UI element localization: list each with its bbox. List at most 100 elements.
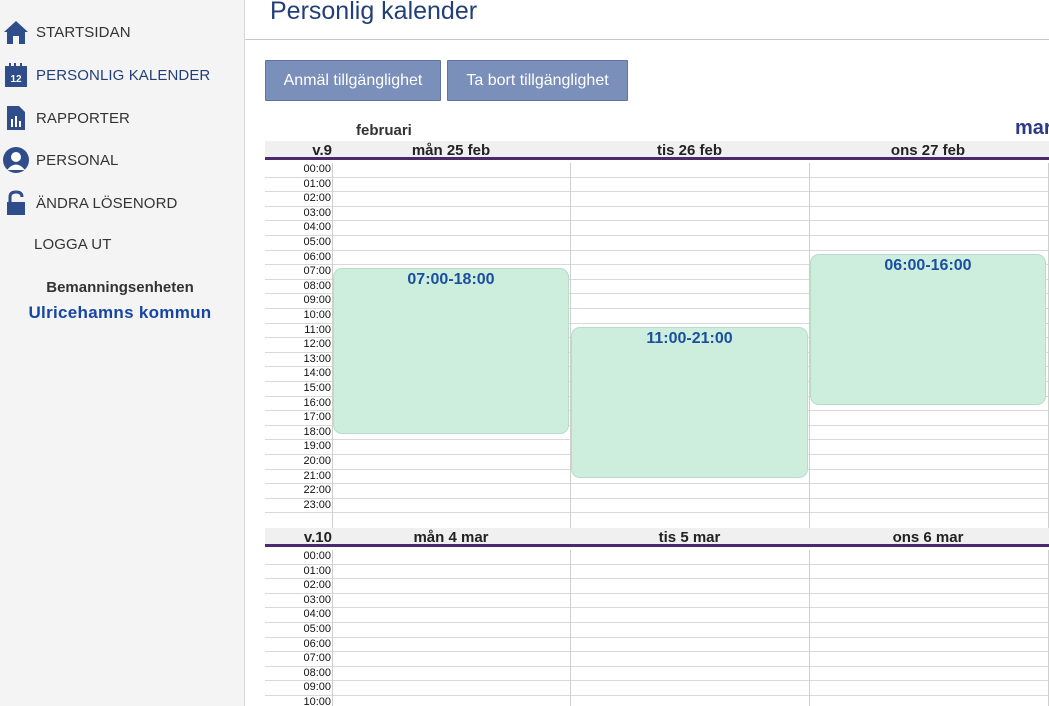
- hour-label: 02:00: [303, 192, 331, 205]
- day-column-line: [332, 550, 333, 706]
- availability-event[interactable]: 06:00-16:00: [810, 253, 1046, 405]
- hour-line: [265, 249, 1049, 251]
- hour-line: [265, 578, 1049, 580]
- person-icon: [2, 146, 30, 174]
- sidebar-item-label: RAPPORTER: [36, 109, 130, 127]
- day-header: tis 26 feb: [656, 142, 723, 159]
- org-name: Ulricehamns kommun: [28, 303, 212, 322]
- hour-label: 07:00: [303, 265, 331, 278]
- calendar-icon: 12: [2, 61, 30, 89]
- hour-line: [265, 607, 1049, 609]
- day-column-line: [809, 550, 810, 706]
- sidebar: STARTSIDAN 12 PERSONLIG KALENDER RAPPORT…: [0, 0, 245, 706]
- sidebar-item-label: PERSONAL: [36, 151, 119, 169]
- hour-line: [265, 322, 1049, 324]
- sidebar-item-label: PERSONLIG KALENDER: [36, 66, 211, 84]
- hour-label: 23:00: [303, 498, 331, 511]
- week-header: v.10 mån 4 mar tis 5 mar ons 6 mar: [265, 528, 1049, 547]
- hour-label: 13:00: [303, 352, 331, 365]
- hour-line: [265, 205, 1049, 207]
- sidebar-item-personal[interactable]: PERSONAL: [0, 145, 119, 175]
- lock-icon: [2, 189, 30, 217]
- hour-line: [265, 497, 1049, 499]
- hour-label: 03:00: [303, 593, 331, 606]
- week-header: v.9 mån 25 feb tis 26 feb ons 27 feb: [265, 141, 1049, 160]
- hour-line: [265, 191, 1049, 193]
- week-number: v.10: [303, 529, 332, 546]
- hour-label: 03:00: [303, 206, 331, 219]
- hour-label: 14:00: [303, 367, 331, 380]
- hour-line: [265, 278, 1049, 280]
- hour-line: [265, 563, 1049, 565]
- hour-label: 22:00: [303, 484, 331, 497]
- day-column-line: [570, 550, 571, 706]
- hour-label: 11:00: [304, 323, 331, 336]
- hour-label: 01:00: [303, 177, 331, 190]
- remove-availability-button[interactable]: Ta bort tillgänglighet: [447, 60, 628, 101]
- hour-line: [265, 220, 1049, 222]
- hour-label: 00:00: [303, 550, 331, 562]
- day-header: mån 4 mar: [413, 529, 489, 546]
- week-row: v.10 mån 4 mar tis 5 mar ons 6 mar 00:00 01:0…: [265, 528, 1049, 706]
- hour-line: [265, 680, 1049, 682]
- page-title: Personlig kalender: [270, 0, 478, 25]
- hour-line: [265, 483, 1049, 485]
- hour-label: 15:00: [303, 382, 331, 394]
- sidebar-item-personlig-kalender[interactable]: 12 PERSONLIG KALENDER: [0, 60, 210, 90]
- hour-line: [265, 293, 1049, 295]
- hour-label: 04:00: [303, 608, 331, 621]
- hour-line: [265, 651, 1049, 653]
- hour-label: 21:00: [303, 469, 331, 482]
- day-column-line: [570, 163, 571, 528]
- sidebar-item-rapporter[interactable]: RAPPORTER: [0, 103, 130, 133]
- home-icon: [2, 18, 30, 46]
- hour-label: 08:00: [303, 279, 331, 292]
- month-label: februari: [356, 122, 412, 139]
- hour-label: 06:00: [303, 250, 331, 263]
- calendar-icon-day: 12: [10, 74, 22, 85]
- hour-label: 17:00: [303, 411, 331, 424]
- hour-label: 10:00: [303, 696, 331, 706]
- hour-line: [265, 235, 1049, 236]
- hour-line: [265, 622, 1049, 623]
- hour-label: 02:00: [303, 579, 331, 592]
- hour-label: 12:00: [303, 338, 331, 351]
- add-availability-button[interactable]: Anmäl tillgänglighet: [265, 60, 441, 101]
- day-column-line: [332, 163, 333, 528]
- hour-label: 08:00: [303, 666, 331, 679]
- sidebar-item-label: LOGGA UT: [34, 235, 112, 253]
- day-header: ons 6 mar: [892, 529, 964, 546]
- hour-line: [265, 695, 1049, 696]
- availability-event[interactable]: 07:00-18:00: [333, 268, 569, 434]
- report-icon: [2, 104, 30, 132]
- hour-label: 00:00: [303, 163, 331, 175]
- day-header: tis 5 mar: [658, 529, 721, 546]
- hour-label: 16:00: [303, 396, 331, 409]
- sidebar-item-logga-ut[interactable]: LOGGA UT: [0, 229, 112, 259]
- next-month-label: mar: [1015, 117, 1049, 139]
- availability-event[interactable]: 11:00-21:00: [571, 326, 808, 478]
- hour-line: [265, 636, 1049, 638]
- hour-label: 09:00: [303, 681, 331, 694]
- hour-line: [265, 264, 1049, 266]
- sidebar-item-andra-losenord[interactable]: ÄNDRA LÖSENORD: [0, 188, 177, 218]
- header-divider: [245, 39, 1049, 40]
- hour-line: [265, 665, 1049, 667]
- hour-label: 18:00: [303, 425, 331, 438]
- hour-label: 19:00: [303, 440, 331, 453]
- sidebar-item-startsidan[interactable]: STARTSIDAN: [0, 17, 131, 47]
- hour-label: 09:00: [303, 294, 331, 307]
- sidebar-item-label: STARTSIDAN: [36, 23, 131, 41]
- day-column-line: [809, 163, 810, 528]
- hour-line: [265, 592, 1049, 594]
- hour-label: 04:00: [303, 221, 331, 234]
- hour-label: 01:00: [303, 564, 331, 577]
- hour-label: 05:00: [303, 623, 331, 635]
- hour-label: 06:00: [303, 637, 331, 650]
- day-header: ons 27 feb: [890, 142, 966, 159]
- sidebar-item-label: ÄNDRA LÖSENORD: [36, 194, 178, 212]
- hour-line: [265, 512, 1049, 514]
- hour-label: 05:00: [303, 236, 331, 248]
- hour-label: 07:00: [303, 652, 331, 665]
- week-row: v.9 mån 25 feb tis 26 feb ons 27 feb 00:00 01…: [265, 141, 1049, 528]
